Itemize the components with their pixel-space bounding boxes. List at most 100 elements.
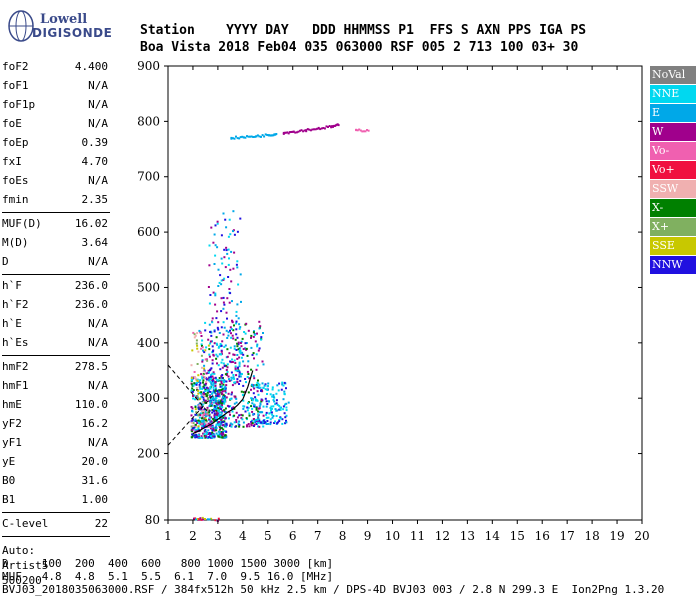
- echo-point: [200, 354, 203, 357]
- echo-point: [204, 410, 207, 413]
- echo-point: [239, 326, 242, 329]
- echo-point: [198, 416, 201, 419]
- echo-point: [212, 390, 215, 393]
- param-row: C-level 22: [2, 515, 110, 534]
- echo-point: [292, 130, 295, 133]
- echo-point: [270, 409, 272, 412]
- echo-point: [190, 389, 193, 392]
- echo-point: [281, 422, 284, 425]
- echo-point: [226, 363, 229, 366]
- echo-point: [208, 264, 211, 267]
- echo-point: [229, 422, 232, 425]
- echo-point: [214, 303, 217, 306]
- echo-point: [211, 411, 214, 414]
- echo-point: [290, 131, 293, 133]
- echo-point: [194, 420, 197, 422]
- echo-point: [217, 285, 220, 287]
- echo-point: [217, 517, 220, 520]
- echo-point: [232, 374, 235, 376]
- echo-point: [361, 130, 364, 133]
- echo-point: [209, 400, 212, 403]
- echo-point: [194, 428, 197, 431]
- echo-point: [257, 425, 259, 428]
- echo-point: [205, 372, 208, 375]
- echo-point: [278, 418, 281, 421]
- echo-point: [285, 387, 287, 390]
- echo-point: [257, 393, 260, 396]
- echo-point: [204, 329, 207, 332]
- legend-item: Vo+: [650, 161, 696, 179]
- echo-point: [229, 424, 232, 427]
- echo-point: [199, 379, 202, 382]
- echo-point: [281, 383, 284, 386]
- echo-point: [200, 392, 203, 395]
- echo-point: [241, 373, 243, 376]
- echo-point: [265, 411, 268, 414]
- echo-point: [236, 380, 239, 383]
- echo-point: [232, 267, 235, 270]
- echo-point: [218, 417, 221, 420]
- echo-point: [202, 370, 205, 373]
- echo-point: [257, 410, 260, 413]
- header-line-1: Station YYYY DAY DDD HHMMSS P1 FFS S AXN…: [140, 23, 587, 38]
- echo-point: [194, 408, 197, 411]
- echo-point: [207, 390, 210, 393]
- echo-point: [207, 379, 210, 382]
- echo-point: [214, 418, 217, 421]
- echo-point: [285, 414, 288, 417]
- param-key: yF2: [2, 417, 22, 430]
- echo-point: [208, 414, 211, 417]
- echo-point: [199, 406, 202, 409]
- echo-point: [218, 426, 221, 428]
- echo-point: [220, 408, 223, 411]
- echo-point: [234, 425, 237, 428]
- echo-point: [194, 418, 197, 421]
- echo-point: [216, 343, 219, 346]
- echo-point: [265, 400, 268, 403]
- echo-point: [199, 397, 201, 400]
- echo-point: [227, 334, 230, 337]
- legend-item: W: [650, 123, 696, 141]
- echo-point: [216, 395, 219, 397]
- echo-point: [237, 317, 240, 320]
- echo-point: [211, 404, 214, 407]
- echo-point: [225, 226, 228, 229]
- echo-point: [223, 397, 226, 400]
- echo-point: [248, 425, 251, 428]
- echo-point: [203, 393, 206, 395]
- y-tick-label: 700: [137, 170, 160, 184]
- echo-point: [215, 423, 218, 426]
- auto-scaling-line3: 500200: [2, 574, 42, 587]
- echo-point: [233, 251, 236, 254]
- echo-point: [201, 377, 204, 380]
- echo-point: [238, 362, 241, 365]
- echo-point: [258, 419, 261, 422]
- echo-point: [264, 383, 267, 386]
- echo-point: [211, 409, 214, 411]
- echo-point: [220, 411, 223, 414]
- param-key: h`F2: [2, 298, 29, 311]
- echo-point: [235, 310, 238, 313]
- y-tick-label: 400: [137, 336, 160, 350]
- echo-point: [236, 260, 239, 263]
- echo-point: [252, 392, 255, 395]
- echo-point: [242, 353, 245, 356]
- param-value: 3.64: [81, 236, 109, 249]
- echo-point: [197, 434, 200, 436]
- echo-point: [271, 386, 274, 389]
- echo-point: [223, 402, 226, 405]
- echo-point: [251, 399, 254, 402]
- echo-point: [258, 383, 261, 386]
- echo-point: [233, 324, 235, 327]
- echo-point: [200, 423, 203, 426]
- echo-point: [250, 423, 253, 426]
- echo-point: [226, 297, 229, 300]
- echo-point: [246, 365, 249, 368]
- param-key: yF1: [2, 436, 22, 449]
- echo-point: [224, 388, 227, 391]
- echo-point: [220, 344, 223, 347]
- param-key: foF1: [2, 79, 29, 92]
- echo-point: [209, 386, 212, 388]
- echo-point: [222, 383, 225, 386]
- echo-point: [202, 425, 205, 428]
